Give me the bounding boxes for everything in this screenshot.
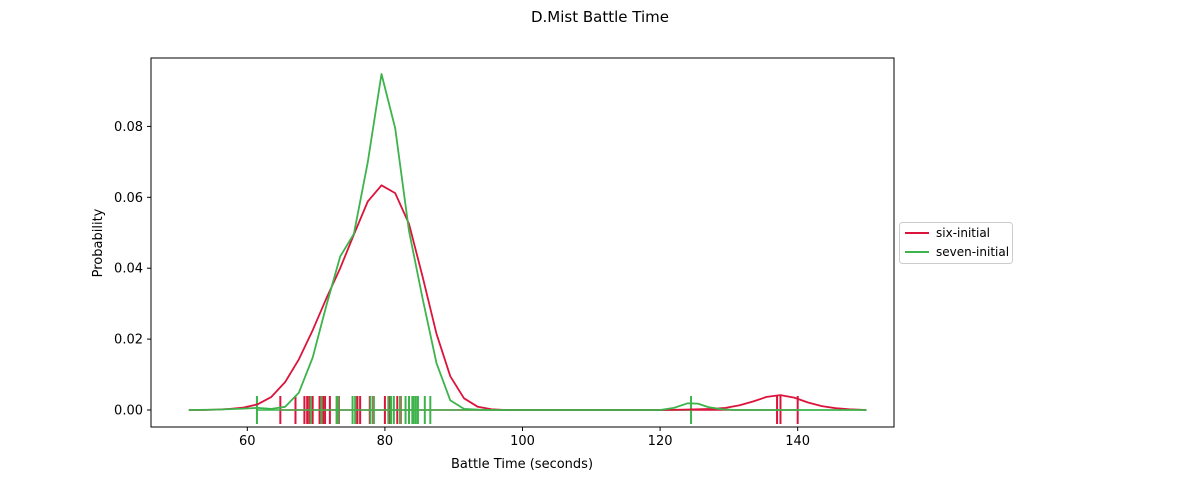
x-tick-label: 140 <box>785 434 810 449</box>
series-line-six-initial <box>188 184 867 411</box>
x-axis: 60 80 100 120 140 <box>239 427 810 449</box>
y-tick-label: 0.02 <box>114 333 143 348</box>
x-axis-label: Battle Time (seconds) <box>451 457 593 472</box>
lines-layer <box>188 73 867 411</box>
y-tick-label: 0.00 <box>114 403 143 418</box>
y-tick-label: 0.04 <box>114 262 143 277</box>
y-axis-label: Probability <box>91 208 106 277</box>
legend-label-six-initial: six-initial <box>936 226 990 240</box>
x-tick-label: 80 <box>377 434 394 449</box>
y-tick-label: 0.08 <box>114 120 143 135</box>
y-axis: 0.00 0.02 0.04 0.06 0.08 <box>114 120 151 418</box>
x-tick-label: 100 <box>510 434 535 449</box>
y-tick-label: 0.06 <box>114 191 143 206</box>
x-tick-label: 60 <box>239 434 256 449</box>
plot-area <box>150 57 895 428</box>
legend-label-seven-initial: seven-initial <box>936 245 1009 259</box>
series-line-seven-initial <box>188 73 867 411</box>
plot-frame <box>150 57 895 428</box>
chart-title: D.Mist Battle Time <box>531 8 669 26</box>
legend: six-initial seven-initial <box>899 222 1013 264</box>
x-tick-label: 120 <box>648 434 673 449</box>
